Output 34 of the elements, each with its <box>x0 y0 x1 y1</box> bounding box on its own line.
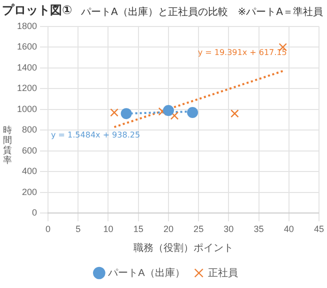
x-tick-label: 30 <box>224 224 234 234</box>
legend-label: 正社員 <box>208 266 238 279</box>
x-tick-label: 25 <box>194 224 204 234</box>
y-tick-label: 800 <box>22 124 38 135</box>
point <box>162 104 174 116</box>
x-tick-label: 15 <box>133 224 144 234</box>
y-tick-label: 600 <box>22 145 38 156</box>
y-tick-label: 1600 <box>16 42 38 52</box>
y-tick-label: 200 <box>22 186 38 197</box>
legend-label: パートA（出庫） <box>107 266 185 279</box>
point <box>170 112 179 120</box>
y-tick-label: 400 <box>22 166 38 176</box>
annotation: y = 19.391x + 617.15 <box>198 48 287 58</box>
x-tick-label: 40 <box>284 224 294 234</box>
y-tick-label: 0 <box>32 208 38 218</box>
x-axis-title: 職務（役割）ポイント <box>134 242 234 254</box>
point <box>230 109 239 118</box>
x-tick-label: 10 <box>103 224 114 234</box>
y-tick-label: 1400 <box>16 62 38 72</box>
x-tick-label: 35 <box>254 224 264 234</box>
x-tick-label: 0 <box>46 224 51 234</box>
x-tick-label: 20 <box>163 224 174 234</box>
point <box>187 107 198 118</box>
y-axis-title: 時間賃率 <box>3 126 13 166</box>
y-tick-label: 1200 <box>16 83 38 94</box>
x-tick-label: 45 <box>314 224 324 234</box>
point <box>110 108 118 117</box>
x-tick-label: 5 <box>76 224 81 234</box>
chart-subtitle: パートA（出庫）と正社員の比較 ※パートA＝準社員 <box>80 6 323 19</box>
chart-title: プロット図① <box>2 2 72 19</box>
point <box>120 108 132 120</box>
y-tick-label: 1800 <box>16 20 38 31</box>
y-tick-label: 1000 <box>16 104 38 114</box>
annotation: y = 1.5484x + 938.25 <box>51 130 140 140</box>
